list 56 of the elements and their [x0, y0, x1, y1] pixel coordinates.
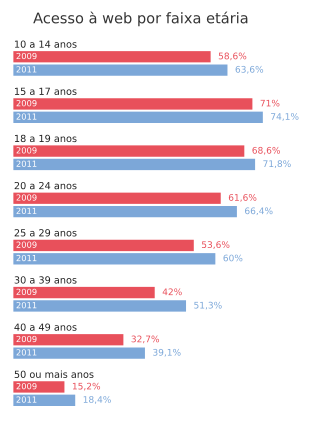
- data-label: 51,3%: [194, 302, 222, 310]
- data-label: 58,6%: [218, 52, 246, 60]
- bar: [13, 286, 155, 298]
- bar: [13, 51, 211, 62]
- data-label: 74,1%: [271, 113, 299, 121]
- bar: [13, 158, 256, 170]
- y-tick-label: 30 a 39 anos: [14, 276, 77, 284]
- y-tick-label: 20 a 24 anos: [14, 182, 77, 190]
- text: 2009: [16, 194, 37, 201]
- data-label: 18,4%: [84, 396, 111, 404]
- data-label: 71,8%: [263, 160, 291, 168]
- text: 2009: [16, 336, 37, 342]
- bar: [13, 253, 216, 264]
- y-tick-label: 50 ou mais anos: [14, 370, 94, 378]
- text: 2009: [16, 242, 37, 248]
- text: 2009: [16, 383, 37, 390]
- text: 2009: [16, 52, 37, 60]
- text: 2011: [16, 396, 36, 403]
- text: 2009: [16, 100, 37, 106]
- data-label: 61,6%: [228, 194, 256, 202]
- bar: [13, 112, 263, 123]
- bar: [13, 347, 145, 359]
- bar: [13, 145, 244, 157]
- data-label: 66,4%: [245, 207, 273, 216]
- bar: [13, 240, 194, 252]
- data-label: 68,6%: [252, 146, 280, 155]
- y-tick-label: 40 a 49 anos: [14, 323, 77, 331]
- bar: [13, 64, 228, 76]
- y-tick-label: 18 a 19 anos: [14, 134, 77, 142]
- data-label: 60%: [223, 254, 242, 262]
- text: 2011: [16, 66, 36, 73]
- bar: [13, 394, 76, 406]
- y-tick-label: 15 a 17 anos: [14, 88, 77, 95]
- bar: [13, 300, 186, 312]
- data-label: 15,2%: [72, 382, 100, 390]
- text: 2009: [16, 147, 37, 154]
- text: 2011: [16, 254, 36, 262]
- text: 2011: [16, 113, 36, 120]
- data-label: 63,6%: [236, 66, 264, 74]
- text: 2011: [16, 349, 36, 356]
- chart-title: Acesso à web por faixa etária: [33, 12, 248, 26]
- y-tick-label: 10 a 14 anos: [14, 40, 77, 48]
- series-label: 2011: [16, 302, 36, 308]
- series-label: 2009: [16, 288, 37, 296]
- text: 2011: [16, 160, 36, 167]
- data-label: 39,1%: [153, 348, 181, 357]
- data-label: 71%: [260, 100, 280, 107]
- data-label: 42%: [162, 288, 182, 296]
- bar: [13, 206, 237, 218]
- text: 2011: [16, 208, 36, 214]
- data-label: 53,6%: [202, 241, 230, 249]
- bar: [13, 192, 221, 204]
- bar: [13, 334, 124, 346]
- y-tick-label: 25 a 29 anos: [14, 229, 77, 236]
- data-label: 32,7%: [132, 336, 160, 344]
- bar: [13, 98, 252, 110]
